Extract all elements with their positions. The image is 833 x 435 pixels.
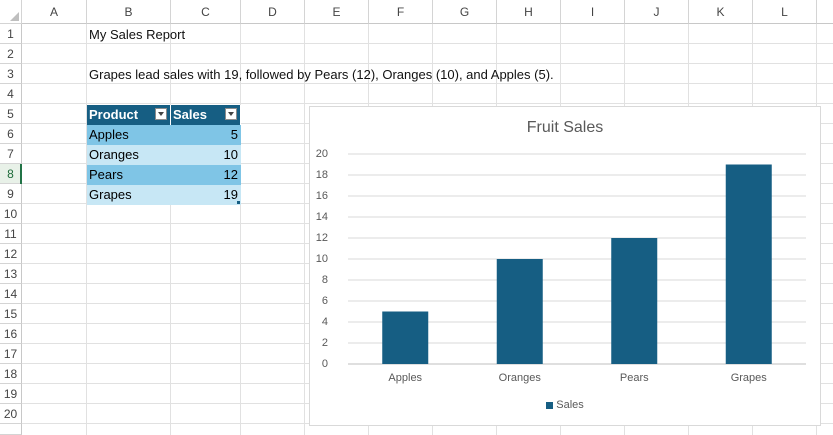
chart-plot-area: [348, 153, 806, 365]
table-header-label: Sales: [173, 107, 207, 122]
row-header-7[interactable]: 7: [0, 144, 22, 164]
y-tick-label: 12: [315, 232, 328, 244]
bar-grapes[interactable]: [725, 164, 772, 365]
row-header-19[interactable]: 19: [0, 384, 22, 404]
table-cell-product[interactable]: Pears: [87, 165, 171, 185]
column-header-c[interactable]: C: [171, 0, 241, 24]
legend-label: Sales: [556, 399, 584, 411]
chart-legend: Sales: [310, 399, 820, 411]
y-tick-label: 10: [315, 253, 328, 265]
table-cell-sales[interactable]: 12: [171, 165, 241, 185]
row-header-10[interactable]: 10: [0, 204, 22, 224]
column-header-h[interactable]: H: [497, 0, 561, 24]
y-tick-label: 18: [315, 169, 328, 181]
row-header-9[interactable]: 9: [0, 184, 22, 204]
filter-dropdown-icon[interactable]: [155, 108, 167, 120]
gridline: [22, 103, 833, 104]
column-header-g[interactable]: G: [433, 0, 497, 24]
report-title-cell[interactable]: My Sales Report: [89, 27, 186, 42]
column-header-l[interactable]: L: [753, 0, 817, 24]
y-tick-label: 8: [321, 274, 328, 286]
row-header-20[interactable]: 20: [0, 404, 22, 424]
row-header-5[interactable]: 5: [0, 104, 22, 124]
y-tick-label: 6: [321, 295, 328, 307]
gridline: [304, 24, 305, 435]
y-tick-label: 4: [321, 316, 328, 328]
row-header-1[interactable]: 1: [0, 24, 22, 44]
table-cell-sales[interactable]: 5: [171, 125, 241, 145]
x-tick-label: Apples: [388, 372, 423, 384]
bar-apples[interactable]: [382, 311, 429, 365]
row-header-8[interactable]: 8: [0, 164, 22, 184]
column-header-d[interactable]: D: [241, 0, 305, 24]
gridline: [170, 24, 171, 435]
row-header-2[interactable]: 2: [0, 44, 22, 64]
table-cell-product[interactable]: Oranges: [87, 145, 171, 165]
table-cell-product[interactable]: Apples: [87, 125, 171, 145]
x-tick-label: Grapes: [730, 372, 767, 384]
table-cell-sales[interactable]: 19: [171, 185, 241, 205]
filter-dropdown-icon[interactable]: [225, 108, 237, 120]
bar-oranges[interactable]: [496, 259, 543, 364]
row-header-partial[interactable]: [0, 424, 22, 435]
gridline: [22, 43, 833, 44]
table-resize-handle[interactable]: [237, 201, 240, 204]
row-header-13[interactable]: 13: [0, 264, 22, 284]
row-header-3[interactable]: 3: [0, 64, 22, 84]
row-header-6[interactable]: 6: [0, 124, 22, 144]
row-header-4[interactable]: 4: [0, 84, 22, 104]
summary-cell[interactable]: Grapes lead sales with 19, followed by P…: [89, 67, 554, 82]
column-header-j[interactable]: J: [625, 0, 689, 24]
chart-title: Fruit Sales: [526, 119, 604, 136]
column-header-b[interactable]: B: [87, 0, 171, 24]
column-header-overflow[interactable]: [817, 0, 833, 24]
gridline: [22, 63, 833, 64]
gridline: [86, 24, 87, 435]
column-header-i[interactable]: I: [561, 0, 625, 24]
gridline: [240, 24, 241, 435]
select-all-triangle-icon: [10, 12, 19, 21]
y-tick-label: 20: [315, 148, 328, 160]
legend-swatch-icon: [546, 401, 554, 409]
row-header-11[interactable]: 11: [0, 224, 22, 244]
column-header-f[interactable]: F: [369, 0, 433, 24]
row-header-16[interactable]: 16: [0, 324, 22, 344]
table-header-product[interactable]: Product: [87, 105, 171, 125]
select-all-corner[interactable]: [0, 0, 22, 24]
column-header-e[interactable]: E: [305, 0, 369, 24]
y-tick-label: 0: [321, 358, 328, 370]
y-tick-label: 16: [315, 190, 328, 202]
row-header-18[interactable]: 18: [0, 364, 22, 384]
x-tick-label: Oranges: [498, 372, 541, 384]
row-header-14[interactable]: 14: [0, 284, 22, 304]
gridline: [22, 83, 833, 84]
column-header-k[interactable]: K: [689, 0, 753, 24]
bar-pears[interactable]: [611, 238, 658, 364]
table-header-label: Product: [89, 107, 139, 122]
y-tick-label: 14: [315, 211, 328, 223]
y-tick-label: 2: [321, 337, 328, 349]
table-cell-product[interactable]: Grapes: [87, 185, 171, 205]
row-header-15[interactable]: 15: [0, 304, 22, 324]
table-cell-sales[interactable]: 10: [171, 145, 241, 165]
column-header-a[interactable]: A: [22, 0, 87, 24]
fruit-sales-chart[interactable]: Fruit Sales 0 2 4 6 8 10 12 14 16 18 20 Apples Oran…: [309, 106, 821, 426]
row-header-12[interactable]: 12: [0, 244, 22, 264]
row-header-17[interactable]: 17: [0, 344, 22, 364]
x-tick-label: Pears: [619, 372, 649, 384]
table-header-sales[interactable]: Sales: [171, 105, 241, 125]
